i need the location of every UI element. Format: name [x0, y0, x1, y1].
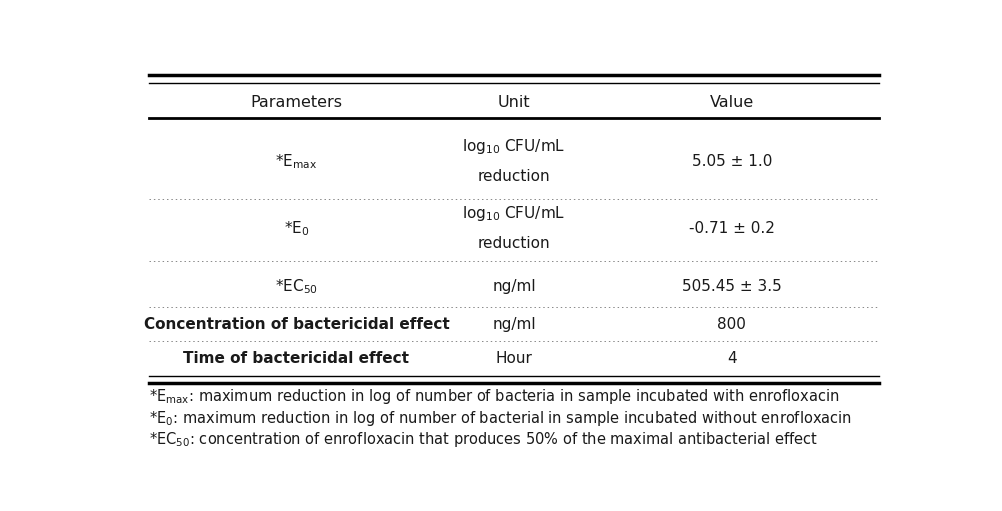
Text: 505.45 ± 3.5: 505.45 ± 3.5	[681, 279, 781, 294]
Text: Parameters: Parameters	[250, 95, 342, 110]
Text: Unit: Unit	[497, 95, 530, 110]
Text: *E$_{\mathrm{0}}$: maximum reduction in log of number of bacterial in sample inc: *E$_{\mathrm{0}}$: maximum reduction in …	[148, 409, 851, 428]
Text: *E$_{\mathrm{max}}$: maximum reduction in log of number of bacteria in sample in: *E$_{\mathrm{max}}$: maximum reduction i…	[148, 387, 839, 406]
Text: *EC$_{\mathrm{50}}$: *EC$_{\mathrm{50}}$	[275, 277, 318, 296]
Text: *EC$_{\mathrm{50}}$: concentration of enrofloxacin that produces 50% of the maxi: *EC$_{\mathrm{50}}$: concentration of en…	[148, 430, 817, 449]
Text: 5.05 ± 1.0: 5.05 ± 1.0	[690, 154, 772, 169]
Text: Time of bactericidal effect: Time of bactericidal effect	[183, 351, 409, 366]
Text: Hour: Hour	[495, 351, 532, 366]
Text: Concentration of bactericidal effect: Concentration of bactericidal effect	[143, 317, 449, 332]
Text: -0.71 ± 0.2: -0.71 ± 0.2	[688, 221, 774, 236]
Text: log$_{10}$ CFU/mL: log$_{10}$ CFU/mL	[462, 204, 565, 223]
Text: ng/ml: ng/ml	[492, 279, 535, 294]
Text: Value: Value	[708, 95, 754, 110]
Text: 4: 4	[726, 351, 735, 366]
Text: ng/ml: ng/ml	[492, 317, 535, 332]
Text: 800: 800	[716, 317, 745, 332]
Text: log$_{10}$ CFU/mL: log$_{10}$ CFU/mL	[462, 137, 565, 156]
Text: reduction: reduction	[477, 169, 550, 184]
Text: reduction: reduction	[477, 236, 550, 251]
Text: *E$_{\mathrm{max}}$: *E$_{\mathrm{max}}$	[275, 152, 318, 171]
Text: *E$_{\mathrm{0}}$: *E$_{\mathrm{0}}$	[284, 219, 309, 238]
